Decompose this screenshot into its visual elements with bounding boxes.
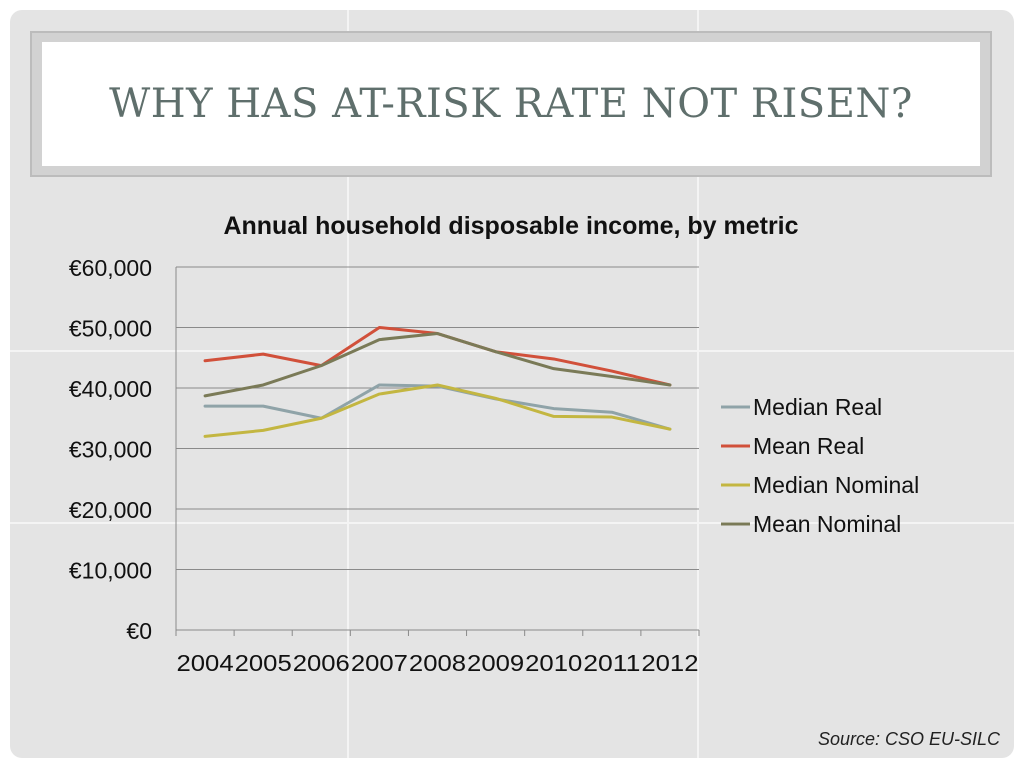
x-tick-label: 2006	[293, 650, 350, 676]
x-tick-label: 2008	[409, 650, 466, 676]
x-tick-label: 2005	[235, 650, 292, 676]
legend-label: Median Nominal	[753, 472, 919, 498]
chart-gridlines	[176, 266, 699, 570]
y-tick-label: €50,000	[69, 316, 152, 342]
chart-axes	[175, 267, 700, 636]
chart-legend: Median Real Mean Real Median Nominal Mean N…	[721, 394, 919, 537]
title-box: WHY HAS AT-RISK RATE NOT RISEN?	[42, 42, 980, 166]
x-tick-label: 2012	[641, 650, 698, 676]
x-tick-label: 2004	[177, 650, 234, 676]
y-tick-label: €20,000	[69, 497, 152, 523]
background-grid-line	[10, 350, 1014, 352]
x-axis-ticks: 2004 2005 2006 2007 2008 2009 2010 2011 2012	[177, 650, 699, 676]
x-tick-label: 2011	[583, 650, 640, 676]
source-note: Source: CSO EU-SILC	[817, 729, 1000, 749]
background-grid-line	[697, 10, 699, 758]
slide-title: WHY HAS AT-RISK RATE NOT RISEN?	[109, 81, 913, 127]
y-tick-label: €40,000	[69, 376, 152, 402]
x-tick-label: 2010	[525, 650, 582, 676]
x-tick-label: 2007	[351, 650, 408, 676]
legend-label: Mean Real	[753, 433, 864, 459]
y-tick-label: €30,000	[69, 437, 152, 463]
y-tick-label: €10,000	[69, 558, 152, 584]
series-line-mean-nominal	[203, 332, 672, 398]
chart-title: Annual household disposable income, by m…	[223, 212, 798, 240]
legend-label: Mean Nominal	[753, 511, 901, 537]
background-grid-line	[10, 522, 1014, 524]
chart-series	[203, 326, 672, 438]
y-tick-label: €60,000	[69, 255, 152, 281]
x-tick-label: 2009	[467, 650, 524, 676]
slide-background: WHY HAS AT-RISK RATE NOT RISEN? Source: …	[10, 10, 1014, 758]
series-line-median-nominal	[203, 383, 672, 438]
background-grid-line	[347, 10, 349, 758]
legend-label: Median Real	[753, 394, 882, 420]
y-tick-label: €0	[126, 618, 152, 644]
y-axis-ticks: €0 €10,000 €20,000 €30,000 €40,000 €50,000 €60…	[69, 255, 152, 644]
title-frame: WHY HAS AT-RISK RATE NOT RISEN?	[30, 31, 992, 177]
series-line-median-real	[203, 383, 672, 431]
